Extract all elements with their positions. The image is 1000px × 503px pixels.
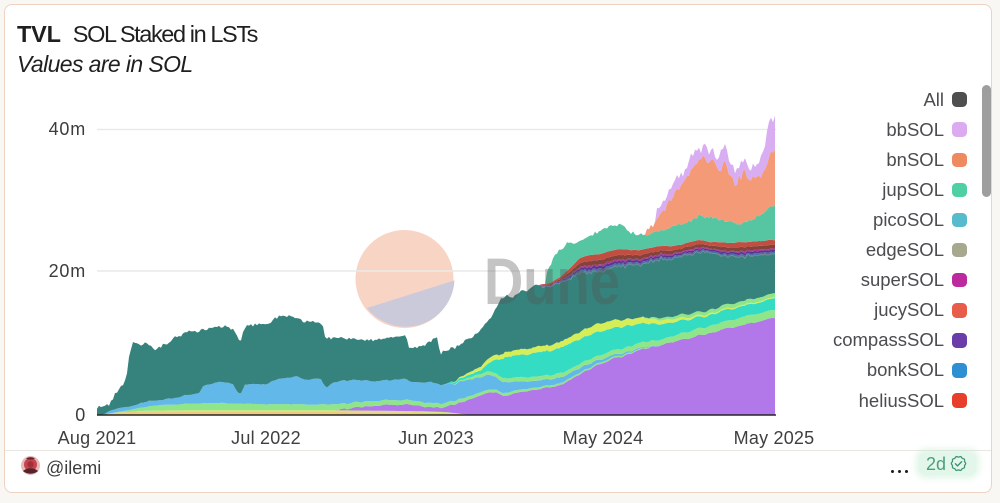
- svg-text:Dune: Dune: [484, 244, 620, 318]
